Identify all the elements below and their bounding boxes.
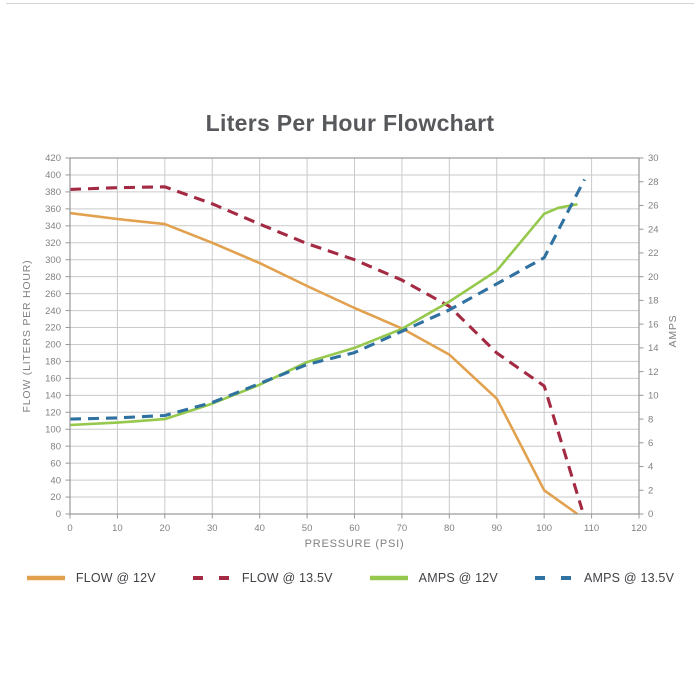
legend-swatch-solid — [369, 575, 408, 581]
left-axis-tick-label: 100 — [45, 424, 61, 435]
left-axis-tick-label: 180 — [45, 357, 61, 368]
left-axis-tick-label: 320 — [45, 238, 61, 249]
legend-label: FLOW @ 13.5V — [241, 571, 333, 585]
x-axis-tick-label: 110 — [584, 523, 599, 534]
left-axis-tick-label: 400 — [45, 170, 61, 181]
x-axis-tick-label: 40 — [254, 523, 265, 534]
legend-swatch-solid — [26, 575, 65, 581]
legend-label: AMPS @ 13.5V — [583, 571, 675, 585]
right-axis-tick-label: 22 — [648, 248, 659, 259]
legend-item-amps-13-5v: AMPS @ 13.5V — [534, 571, 674, 585]
left-axis-tick-label: 280 — [45, 272, 61, 283]
legend-swatch-dashed — [192, 576, 231, 580]
left-axis-tick-label: 60 — [50, 458, 61, 469]
plot-border — [69, 157, 640, 515]
series-line-flow-13-5v — [69, 185, 584, 511]
x-axis-tick-label: 100 — [536, 523, 552, 534]
left-axis-tick-label: 120 — [45, 407, 61, 418]
left-axis-tick-label: 340 — [45, 221, 61, 232]
right-axis-tick-label: 24 — [648, 224, 659, 235]
right-axis-tick-label: 0 — [648, 509, 653, 520]
right-axis-tick-label: 10 — [648, 391, 659, 402]
right-axis-tick-label: 14 — [648, 343, 659, 354]
right-axis-tick-label: 6 — [648, 438, 653, 449]
left-axis-tick-label: 220 — [45, 323, 61, 334]
left-axis-tick-label: 160 — [45, 374, 61, 385]
x-axis-tick-label: 50 — [302, 523, 313, 534]
left-axis-tick-label: 200 — [45, 340, 61, 351]
right-axis-tick-label: 26 — [648, 201, 659, 212]
x-axis-tick-label: 90 — [491, 523, 502, 534]
x-axis-tick-label: 0 — [67, 523, 72, 534]
right-axis-tick-label: 20 — [648, 272, 659, 283]
left-axis-tick-label: 380 — [45, 187, 61, 198]
right-axis-tick-label: 4 — [648, 462, 653, 473]
left-axis-tick-label: 20 — [50, 492, 61, 503]
legend-label: FLOW @ 12V — [75, 571, 156, 585]
left-axis-tick-label: 40 — [50, 475, 61, 486]
legend-swatch-dashed — [534, 576, 573, 580]
left-axis-tick-label: 240 — [45, 306, 61, 317]
left-axis-tick-label: 0 — [56, 509, 61, 520]
card-top-border — [6, 3, 694, 4]
right-axis-tick-label: 30 — [648, 153, 659, 164]
legend-item-amps-12v: AMPS @ 12V — [369, 571, 498, 585]
left-axis-tick-label: 260 — [45, 289, 61, 300]
legend-item-flow-13-5v: FLOW @ 13.5V — [192, 571, 333, 585]
x-axis-tick-label: 80 — [444, 523, 455, 534]
series-line-amps-12v — [69, 203, 578, 427]
right-axis-tick-label: 12 — [648, 367, 659, 378]
chart-legend: FLOW @ 12V FLOW @ 13.5V AMPS @ 12V AMPS @ 1… — [0, 571, 700, 585]
right-axis-tick-label: 2 — [648, 485, 653, 496]
left-axis-tick-label: 140 — [45, 391, 61, 402]
right-axis-tick-label: 28 — [648, 177, 659, 188]
legend-label: AMPS @ 12V — [418, 571, 498, 585]
x-axis-tick-label: 30 — [207, 523, 218, 534]
x-axis-tick-label: 60 — [349, 523, 360, 534]
series-line-amps-13-5v — [69, 178, 586, 421]
x-axis-tick-label: 70 — [397, 523, 408, 534]
x-axis-tick-label: 120 — [631, 523, 647, 534]
x-axis-tick-label: 10 — [112, 523, 123, 534]
right-axis-tick-label: 8 — [648, 414, 653, 425]
x-axis-tick-label: 20 — [160, 523, 171, 534]
left-axis-tick-label: 420 — [45, 153, 61, 164]
right-axis-tick-label: 18 — [648, 296, 659, 307]
flow-amps-chart: 0204060801001201401601802002202402602803… — [45, 153, 659, 534]
series-line-flow-12v — [69, 211, 579, 516]
left-axis-tick-label: 80 — [50, 441, 61, 452]
left-axis-tick-label: 360 — [45, 204, 61, 215]
right-axis-tick-label: 16 — [648, 319, 659, 330]
legend-item-flow-12v: FLOW @ 12V — [26, 571, 156, 585]
chart-title: Liters Per Hour Flowchart — [205, 110, 495, 136]
left-axis-tick-label: 300 — [45, 255, 61, 266]
x-axis-title-pressure: PRESSURE (PSI) — [304, 538, 405, 550]
